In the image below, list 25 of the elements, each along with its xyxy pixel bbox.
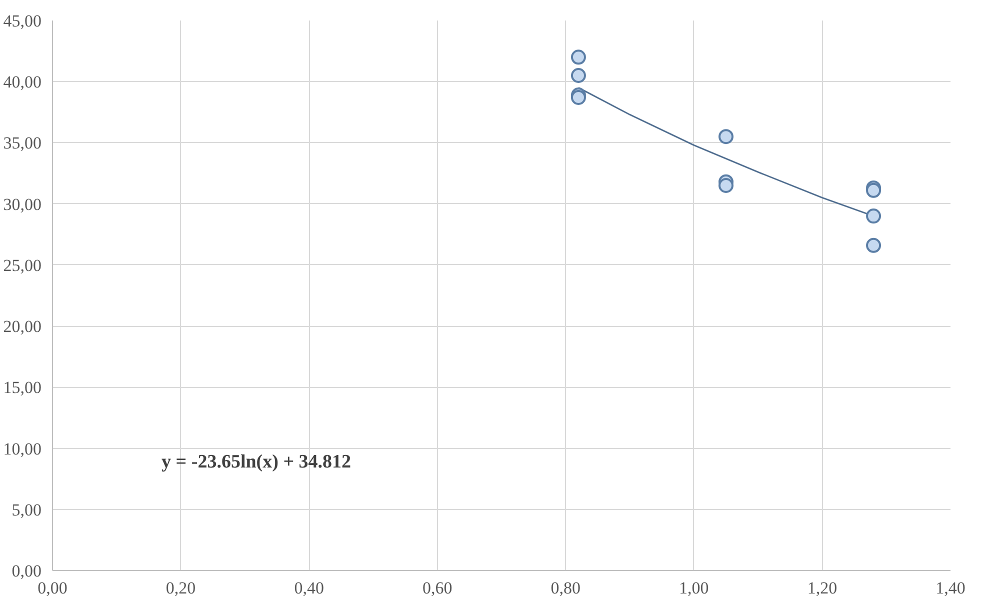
y-tick-label: 45,00	[3, 12, 42, 30]
x-tick-label: 1,20	[807, 578, 838, 598]
point	[866, 208, 882, 224]
point	[570, 50, 586, 65]
y-tick-label: 25,00	[3, 256, 42, 275]
y-tick-label: 15,00	[3, 378, 42, 398]
x-tick-label: 0,60	[422, 578, 452, 598]
point	[866, 238, 882, 253]
x-tick-label: 1,00	[679, 578, 709, 598]
y-tick-label: 30,00	[3, 194, 42, 214]
point	[718, 178, 734, 193]
y-tick-label: 20,00	[3, 317, 42, 336]
point	[570, 68, 586, 83]
y-tick-label: 40,00	[3, 72, 42, 92]
y-tick-label: 0,00	[12, 562, 42, 580]
x-tick-label: 1,40	[936, 578, 966, 598]
y-tick-label: 5,00	[12, 500, 42, 520]
point	[718, 129, 734, 144]
y-tick-label: 10,00	[3, 439, 42, 458]
x-tick-label: 0,80	[550, 578, 581, 598]
x-tick-label: 0,20	[166, 578, 196, 598]
x-tick-label: 0,40	[294, 578, 324, 598]
y-tick-label: 35,00	[3, 134, 42, 153]
annotation: y = -23.65ln(x) + 34.812	[162, 452, 352, 473]
x-tick-label: 0,00	[38, 578, 68, 598]
